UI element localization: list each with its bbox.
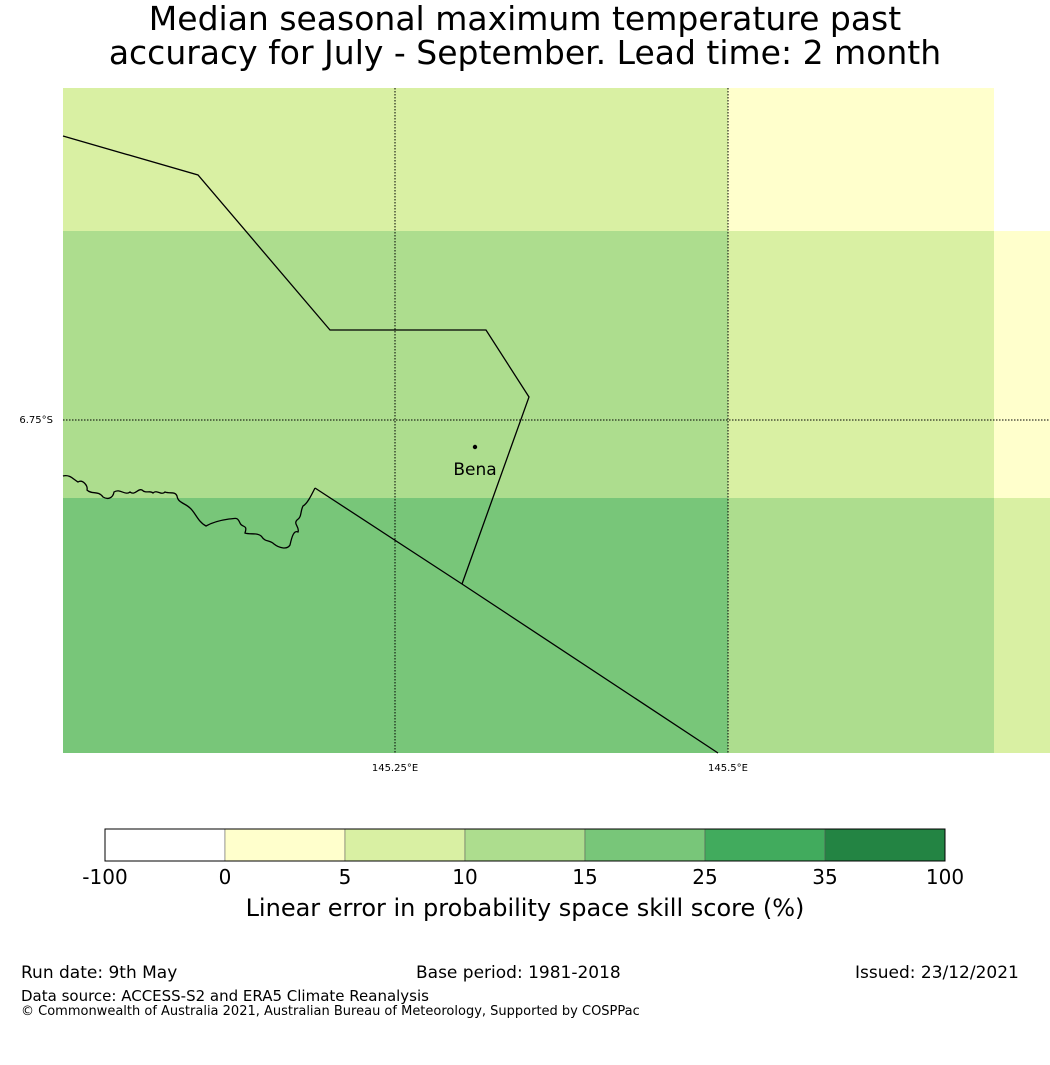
title-line-1: Median seasonal maximum temperature past <box>148 0 902 38</box>
province-boundary <box>314 487 719 754</box>
colorbar-swatch <box>824 828 946 862</box>
town-marker <box>472 444 478 450</box>
grid-cell <box>994 231 1050 498</box>
colorbar-swatch <box>584 828 706 862</box>
colorbar-tick-label: 10 <box>452 865 478 889</box>
latitude-label: 6.75°S <box>19 415 53 426</box>
longitude-label: 145.5°E <box>708 763 748 774</box>
colorbar <box>104 828 946 862</box>
town-label: Bena <box>453 460 496 480</box>
grid-cell <box>728 88 994 231</box>
colorbar-tick-label: 35 <box>812 865 838 889</box>
colorbar-title: Linear error in probability space skill … <box>245 894 805 922</box>
colorbar-swatch <box>344 828 466 862</box>
issued-date: Issued: 23/12/2021 <box>855 963 1019 983</box>
copyright: © Commonwealth of Australia 2021, Austra… <box>21 1004 640 1019</box>
grid-cell <box>63 88 728 231</box>
grid-cell <box>728 231 994 498</box>
grid-cell <box>728 498 994 753</box>
colorbar-tick-label: 100 <box>925 865 965 889</box>
colorbar-swatch <box>704 828 826 862</box>
colorbar-tick-label: -100 <box>82 865 128 889</box>
colorbar-tick-label: 5 <box>338 865 352 889</box>
colorbar-tick-label: 25 <box>692 865 718 889</box>
colorbar-swatch <box>224 828 346 862</box>
base-period: Base period: 1981-2018 <box>416 963 621 983</box>
province-boundary <box>62 135 530 585</box>
grid-cell <box>994 498 1050 753</box>
title-line-2: accuracy for July - September. Lead time… <box>108 33 942 72</box>
run-date: Run date: 9th May <box>21 963 178 983</box>
colorbar-tick-label: 0 <box>218 865 232 889</box>
longitude-label: 145.25°E <box>372 763 418 774</box>
data-source: Data source: ACCESS-S2 and ERA5 Climate … <box>21 987 429 1005</box>
colorbar-swatch <box>464 828 586 862</box>
colorbar-swatch <box>104 828 226 862</box>
coastline <box>62 474 316 549</box>
colorbar-tick-label: 15 <box>572 865 598 889</box>
skill-map: Bena 6.75°S 145.25°E 145.5°E <box>19 88 1050 774</box>
